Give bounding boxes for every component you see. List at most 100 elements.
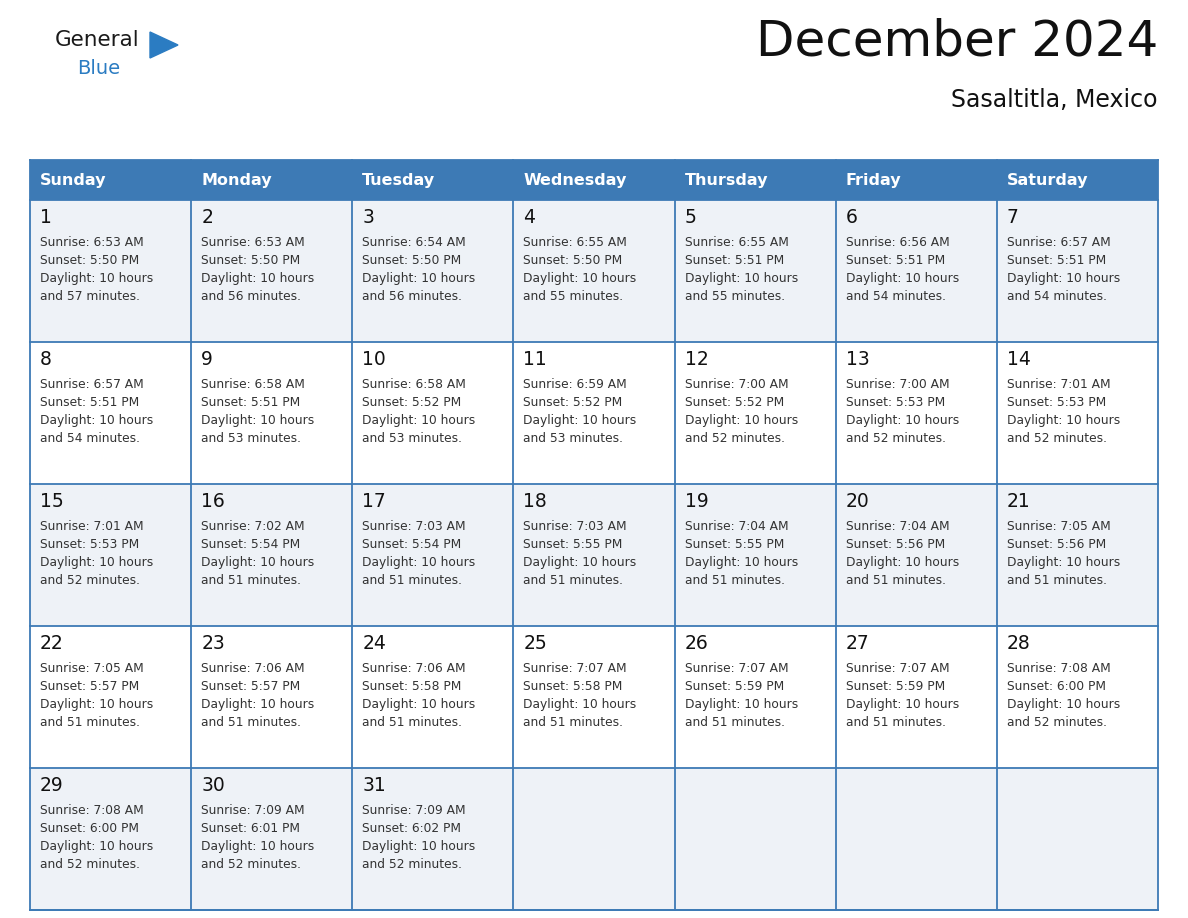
Text: Wednesday: Wednesday — [524, 173, 627, 187]
Text: 21: 21 — [1007, 492, 1031, 511]
Text: Sunset: 5:57 PM: Sunset: 5:57 PM — [201, 680, 301, 693]
Text: and 51 minutes.: and 51 minutes. — [201, 574, 301, 587]
Text: Sunrise: 6:57 AM: Sunrise: 6:57 AM — [1007, 236, 1111, 249]
Text: Daylight: 10 hours: Daylight: 10 hours — [40, 556, 153, 569]
Text: Sunrise: 6:54 AM: Sunrise: 6:54 AM — [362, 236, 466, 249]
Text: and 54 minutes.: and 54 minutes. — [846, 290, 946, 303]
Text: Sunrise: 7:05 AM: Sunrise: 7:05 AM — [1007, 520, 1111, 533]
Text: Sunrise: 7:08 AM: Sunrise: 7:08 AM — [40, 804, 144, 817]
Text: 27: 27 — [846, 634, 870, 653]
Text: Daylight: 10 hours: Daylight: 10 hours — [201, 556, 315, 569]
Text: 28: 28 — [1007, 634, 1031, 653]
Text: Daylight: 10 hours: Daylight: 10 hours — [524, 698, 637, 711]
Text: Sunset: 5:50 PM: Sunset: 5:50 PM — [40, 254, 139, 267]
Text: Sunset: 5:55 PM: Sunset: 5:55 PM — [684, 538, 784, 551]
Bar — [675, 160, 835, 200]
Text: and 51 minutes.: and 51 minutes. — [684, 574, 784, 587]
Text: Daylight: 10 hours: Daylight: 10 hours — [1007, 272, 1120, 285]
Text: Daylight: 10 hours: Daylight: 10 hours — [846, 414, 959, 427]
Text: and 53 minutes.: and 53 minutes. — [362, 432, 462, 445]
Text: Sunrise: 7:07 AM: Sunrise: 7:07 AM — [684, 662, 788, 675]
Text: Sunrise: 7:08 AM: Sunrise: 7:08 AM — [1007, 662, 1111, 675]
Text: Sunset: 5:50 PM: Sunset: 5:50 PM — [524, 254, 623, 267]
Text: 16: 16 — [201, 492, 225, 511]
Text: and 51 minutes.: and 51 minutes. — [40, 716, 140, 729]
Bar — [30, 484, 1158, 626]
Text: Sunset: 5:51 PM: Sunset: 5:51 PM — [684, 254, 784, 267]
Text: 23: 23 — [201, 634, 225, 653]
Text: Sunset: 5:51 PM: Sunset: 5:51 PM — [1007, 254, 1106, 267]
Text: Sunrise: 6:59 AM: Sunrise: 6:59 AM — [524, 378, 627, 391]
Text: Sunday: Sunday — [40, 173, 107, 187]
Text: Sunrise: 7:04 AM: Sunrise: 7:04 AM — [846, 520, 949, 533]
Text: 17: 17 — [362, 492, 386, 511]
Text: Sunset: 5:50 PM: Sunset: 5:50 PM — [362, 254, 461, 267]
Text: Sunset: 5:57 PM: Sunset: 5:57 PM — [40, 680, 139, 693]
Text: Daylight: 10 hours: Daylight: 10 hours — [524, 272, 637, 285]
Text: Monday: Monday — [201, 173, 272, 187]
Text: Sunrise: 6:55 AM: Sunrise: 6:55 AM — [684, 236, 789, 249]
Text: Sunset: 6:02 PM: Sunset: 6:02 PM — [362, 822, 461, 835]
Text: and 52 minutes.: and 52 minutes. — [1007, 432, 1107, 445]
Polygon shape — [150, 32, 178, 58]
Text: and 51 minutes.: and 51 minutes. — [684, 716, 784, 729]
Text: Daylight: 10 hours: Daylight: 10 hours — [362, 556, 475, 569]
Text: 24: 24 — [362, 634, 386, 653]
Text: Sunset: 5:51 PM: Sunset: 5:51 PM — [846, 254, 944, 267]
Text: Sunrise: 6:53 AM: Sunrise: 6:53 AM — [40, 236, 144, 249]
Text: Sunrise: 7:09 AM: Sunrise: 7:09 AM — [362, 804, 466, 817]
Text: 10: 10 — [362, 350, 386, 369]
Text: and 53 minutes.: and 53 minutes. — [524, 432, 624, 445]
Text: Daylight: 10 hours: Daylight: 10 hours — [846, 698, 959, 711]
Text: Friday: Friday — [846, 173, 902, 187]
Text: and 52 minutes.: and 52 minutes. — [846, 432, 946, 445]
Text: Sunrise: 7:07 AM: Sunrise: 7:07 AM — [524, 662, 627, 675]
Text: and 55 minutes.: and 55 minutes. — [684, 290, 785, 303]
Bar — [513, 160, 675, 200]
Text: Sunset: 5:52 PM: Sunset: 5:52 PM — [362, 396, 461, 409]
Text: and 51 minutes.: and 51 minutes. — [201, 716, 301, 729]
Text: Daylight: 10 hours: Daylight: 10 hours — [684, 556, 798, 569]
Text: Sunrise: 7:03 AM: Sunrise: 7:03 AM — [524, 520, 627, 533]
Text: Sunset: 5:52 PM: Sunset: 5:52 PM — [524, 396, 623, 409]
Text: Daylight: 10 hours: Daylight: 10 hours — [40, 698, 153, 711]
Text: Sunset: 5:53 PM: Sunset: 5:53 PM — [846, 396, 944, 409]
Text: and 53 minutes.: and 53 minutes. — [201, 432, 301, 445]
Bar — [30, 160, 191, 200]
Text: Daylight: 10 hours: Daylight: 10 hours — [524, 414, 637, 427]
Text: Daylight: 10 hours: Daylight: 10 hours — [201, 840, 315, 853]
Text: Daylight: 10 hours: Daylight: 10 hours — [846, 272, 959, 285]
Text: Daylight: 10 hours: Daylight: 10 hours — [201, 272, 315, 285]
Text: Sunrise: 6:53 AM: Sunrise: 6:53 AM — [201, 236, 305, 249]
Text: Sasaltitla, Mexico: Sasaltitla, Mexico — [952, 88, 1158, 112]
Text: Daylight: 10 hours: Daylight: 10 hours — [201, 414, 315, 427]
Text: 22: 22 — [40, 634, 64, 653]
Text: 29: 29 — [40, 776, 64, 795]
Text: Sunrise: 6:58 AM: Sunrise: 6:58 AM — [362, 378, 466, 391]
Text: 18: 18 — [524, 492, 548, 511]
Text: Daylight: 10 hours: Daylight: 10 hours — [684, 698, 798, 711]
Text: and 52 minutes.: and 52 minutes. — [40, 858, 140, 871]
Text: 7: 7 — [1007, 208, 1019, 227]
Text: Sunset: 5:58 PM: Sunset: 5:58 PM — [362, 680, 462, 693]
Bar — [30, 200, 1158, 342]
Bar — [997, 160, 1158, 200]
Text: Sunset: 5:51 PM: Sunset: 5:51 PM — [40, 396, 139, 409]
Text: 20: 20 — [846, 492, 870, 511]
Text: Sunrise: 7:07 AM: Sunrise: 7:07 AM — [846, 662, 949, 675]
Text: Sunset: 6:00 PM: Sunset: 6:00 PM — [40, 822, 139, 835]
Text: and 51 minutes.: and 51 minutes. — [362, 574, 462, 587]
Text: Sunrise: 7:02 AM: Sunrise: 7:02 AM — [201, 520, 305, 533]
Text: and 57 minutes.: and 57 minutes. — [40, 290, 140, 303]
Text: Sunrise: 7:00 AM: Sunrise: 7:00 AM — [846, 378, 949, 391]
Text: Sunrise: 7:01 AM: Sunrise: 7:01 AM — [1007, 378, 1111, 391]
Text: Sunset: 5:50 PM: Sunset: 5:50 PM — [201, 254, 301, 267]
Bar — [835, 160, 997, 200]
Text: Daylight: 10 hours: Daylight: 10 hours — [201, 698, 315, 711]
Text: Sunset: 5:52 PM: Sunset: 5:52 PM — [684, 396, 784, 409]
Text: and 55 minutes.: and 55 minutes. — [524, 290, 624, 303]
Text: Sunrise: 7:01 AM: Sunrise: 7:01 AM — [40, 520, 144, 533]
Text: 19: 19 — [684, 492, 708, 511]
Text: Sunrise: 7:04 AM: Sunrise: 7:04 AM — [684, 520, 788, 533]
Text: Sunset: 5:56 PM: Sunset: 5:56 PM — [846, 538, 944, 551]
